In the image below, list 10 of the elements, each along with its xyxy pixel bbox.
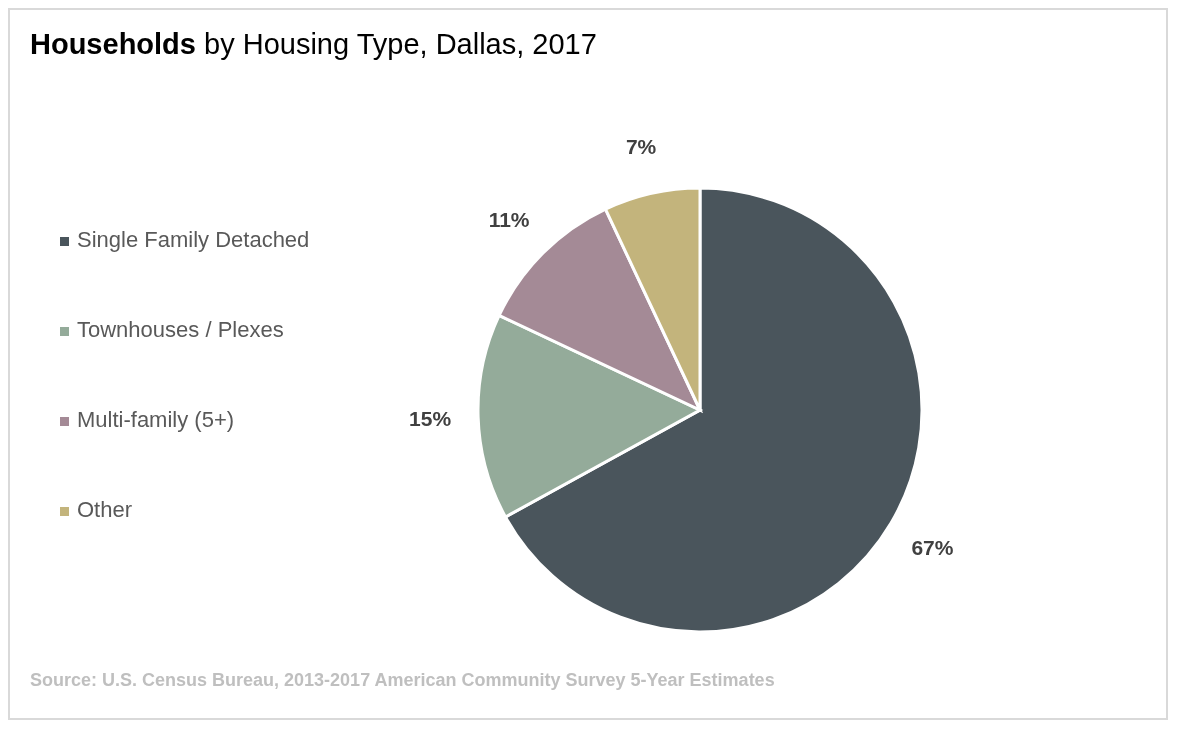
legend-label: Multi-family (5+) bbox=[77, 407, 235, 433]
source-note: Source: U.S. Census Bureau, 2013-2017 American Community Survey 5-Year Estimates bbox=[30, 670, 775, 691]
data-label: 67% bbox=[911, 535, 954, 559]
legend-label: Townhouses / Plexes bbox=[77, 317, 284, 343]
chart-title: Households by Housing Type, Dallas, 2017 bbox=[30, 28, 597, 61]
data-label: 7% bbox=[625, 135, 657, 158]
legend-label: Single Family Detached bbox=[77, 227, 310, 253]
data-label: 11% bbox=[488, 207, 530, 231]
legend-label: Other bbox=[77, 497, 133, 523]
data-label: 15% bbox=[409, 406, 452, 430]
